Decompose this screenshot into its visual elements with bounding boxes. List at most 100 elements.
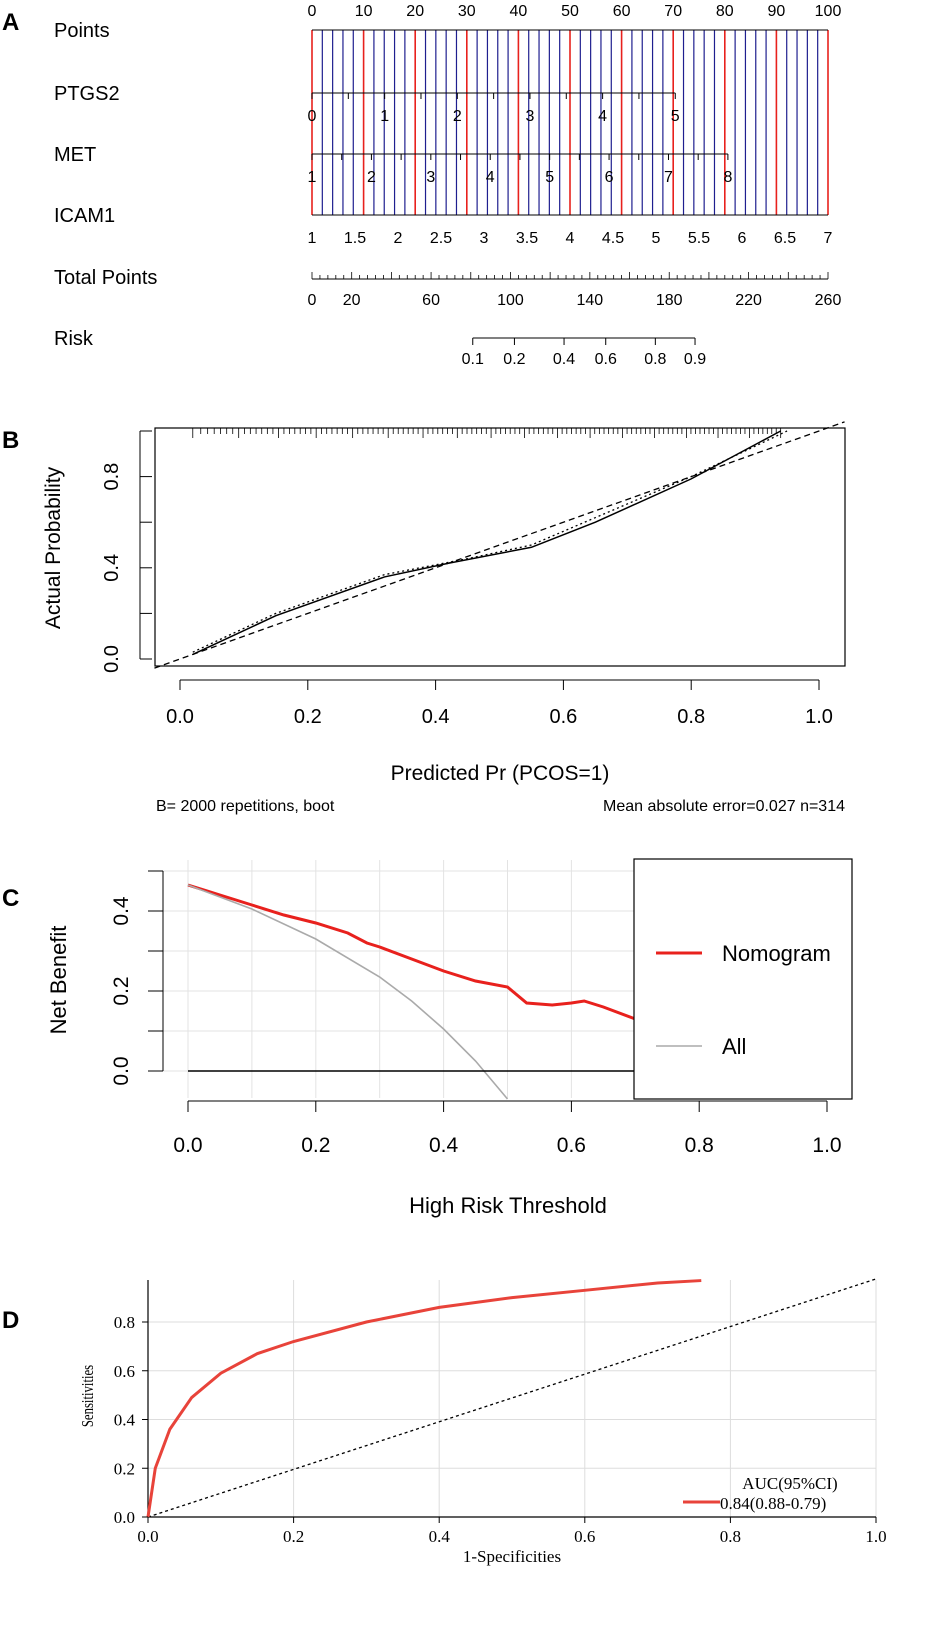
x-tick-label: 0.8 [685,1134,714,1157]
row-tick-label: 5 [545,169,554,186]
icam1-tick-label: 3 [480,230,489,247]
row-label-risk: Risk [54,328,94,350]
y-tick-label: 0.8 [101,463,123,491]
row-tick-label: 3 [426,169,435,186]
icam1-tick-label: 4.5 [602,230,624,247]
points-tick-label: 70 [664,3,682,20]
row-label-ptgs2: PTGS2 [54,83,120,105]
row-label-points: Points [54,20,110,42]
row-tick-label: 1 [380,108,389,125]
legend-entry: 0.84(0.88-0.79) [720,1494,826,1513]
risk-tick-label: 0.2 [503,351,525,368]
y-tick-label: 0.4 [114,1411,136,1430]
row-label-icam1: ICAM1 [54,205,115,227]
points-tick-label: 0 [308,3,317,20]
points-tick-label: 10 [355,3,373,20]
total-points-tick-label: 260 [815,292,842,309]
y-tick-label: 0.0 [110,1056,133,1085]
x-tick-label: 0.2 [294,706,322,728]
icam1-tick-label: 3.5 [516,230,538,247]
total-points-tick-label: 100 [497,292,524,309]
legend-label-nomogram: Nomogram [722,941,831,966]
x-tick-label: 1.0 [805,706,833,728]
x-tick-label: 1.0 [865,1527,886,1546]
series-line-all [187,884,509,1100]
panel-label-a: A [2,9,19,36]
y-axis-title: Actual Probability [42,466,65,629]
risk-tick-label: 0.9 [684,351,706,368]
series-line-reference [147,1278,877,1518]
risk-tick-label: 0.6 [595,351,617,368]
series-line-ideal [154,421,845,669]
total-points-tick-label: 60 [422,292,440,309]
y-tick-label: 0.2 [110,976,133,1005]
x-tick-label: 0.0 [137,1527,158,1546]
x-tick-label: 0.2 [301,1134,330,1157]
row-tick-label: 1 [308,169,317,186]
icam1-tick-label: 5 [652,230,661,247]
icam1-tick-label: 6 [738,230,747,247]
x-tick-label: 0.4 [422,706,450,728]
y-axis-title: Sensitivities [79,1365,97,1427]
row-tick-label: 2 [367,169,376,186]
row-tick-label: 0 [308,108,317,125]
roc-panel: 0.0 0.2 0.4 0.6 0.8 1.0 0.0 0.2 0.4 0.6 0.8 1-Speci… [79,1278,887,1566]
icam1-tick-label: 5.5 [688,230,710,247]
x-tick-label: 0.0 [166,706,194,728]
total-points-tick-label: 220 [735,292,762,309]
total-points-tick-label: 180 [656,292,683,309]
y-tick-label: 0.2 [114,1459,135,1478]
x-tick-label: 0.6 [549,706,577,728]
y-tick-label: 0.4 [110,896,133,926]
total-points-tick-label: 20 [343,292,361,309]
calibration-panel: 0.0 0.2 0.4 0.6 0.8 1.0 0.0 0.4 0.8 Predicted Pr … [42,421,846,815]
panel-label-d: D [2,1307,19,1334]
plot-frame [154,427,846,667]
x-tick-label: 0.6 [574,1527,595,1546]
x-tick-label: 1.0 [812,1134,841,1157]
legend-label-all: All [722,1034,746,1059]
row-tick-label: 7 [664,169,673,186]
y-tick-label: 0.0 [114,1508,135,1527]
x-tick-label: 0.6 [557,1134,586,1157]
risk-tick-label: 0.8 [644,351,666,368]
icam1-tick-label: 2 [394,230,403,247]
x-axis-title: 1-Specificities [463,1547,561,1566]
icam1-tick-label: 1.5 [344,230,366,247]
y-tick-label: 0.0 [101,645,123,673]
y-tick-label: 0.8 [114,1313,135,1332]
footnote-left: B= 2000 repetitions, boot [156,798,335,815]
icam1-tick-label: 7 [824,230,833,247]
row-tick-label: 5 [671,108,680,125]
row-tick-label: 8 [723,169,732,186]
total-points-tick-label: 0 [308,292,317,309]
risk-tick-label: 0.4 [553,351,575,368]
y-tick-label: 0.6 [114,1362,135,1381]
y-tick-label: 0.4 [101,554,123,582]
y-axis-title: Net Benefit [46,926,71,1035]
x-axis-title: Predicted Pr (PCOS=1) [391,762,610,785]
series-line-apparent [192,430,788,653]
total-points-tick-label: 140 [576,292,603,309]
x-tick-label: 0.4 [429,1134,459,1157]
legend: Nomogram All [633,858,853,1100]
x-tick-label: 0.4 [429,1527,451,1546]
legend-box [633,858,853,1100]
points-tick-label: 50 [561,3,579,20]
row-tick-label: 4 [486,169,495,186]
legend-title: AUC(95%CI) [742,1474,837,1493]
points-tick-label: 40 [510,3,528,20]
icam1-tick-label: 1 [308,230,317,247]
row-tick-label: 6 [605,169,614,186]
series-line-bias-corrected [192,430,782,656]
points-tick-label: 30 [458,3,476,20]
x-tick-label: 0.8 [677,706,705,728]
icam1-tick-label: 4 [566,230,575,247]
icam1-tick-label: 6.5 [774,230,796,247]
points-tick-label: 20 [406,3,424,20]
row-label-total-points: Total Points [54,267,157,289]
row-tick-label: 3 [526,108,535,125]
x-tick-label: 0.2 [283,1527,304,1546]
points-tick-label: 80 [716,3,734,20]
